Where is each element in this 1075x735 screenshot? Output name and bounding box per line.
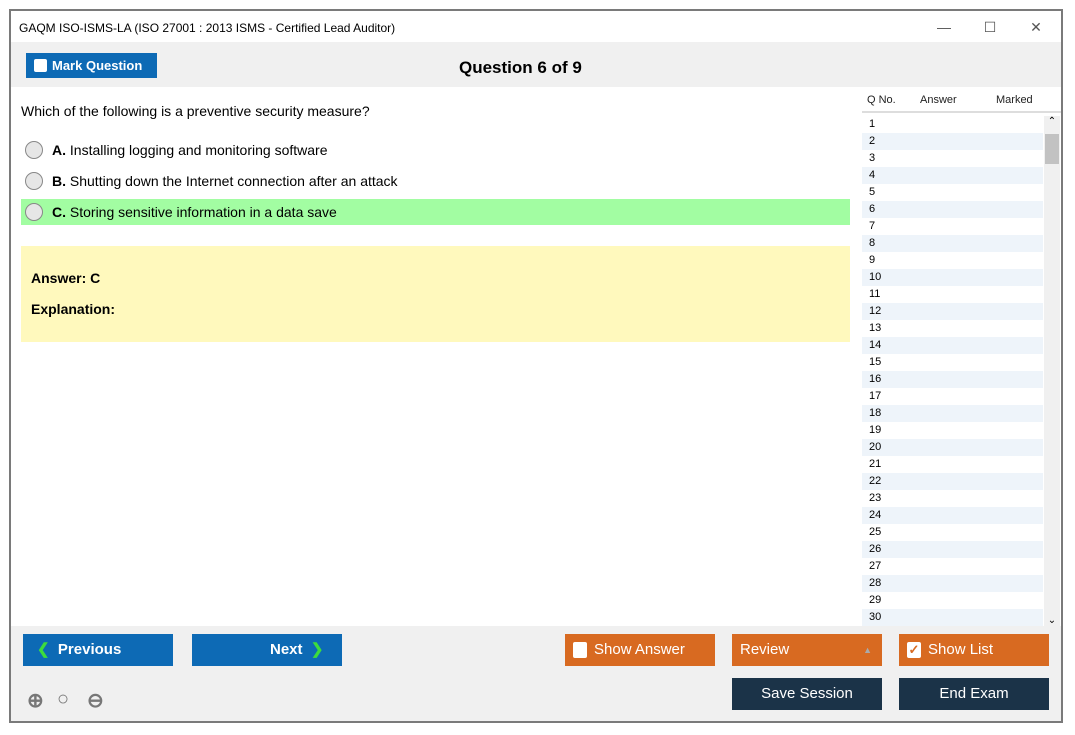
option-a[interactable]: A. Installing logging and monitoring sof…	[21, 137, 850, 163]
list-header: Q No. Answer Marked	[862, 87, 1061, 113]
scrollbar[interactable]: ⌃ ⌄	[1044, 116, 1060, 626]
caret-up-icon: ▲	[863, 645, 872, 655]
option-letter: B.	[52, 173, 66, 189]
list-row[interactable]: 13	[869, 322, 882, 334]
zoom-out-icon[interactable]: ⊖	[87, 690, 104, 712]
list-row[interactable]: 17	[869, 390, 882, 402]
list-row[interactable]: 20	[862, 439, 1043, 456]
list-row[interactable]: 15	[869, 356, 882, 368]
list-row[interactable]: 8	[862, 235, 1043, 252]
list-row[interactable]: 23	[869, 492, 882, 504]
list-row[interactable]: 9	[869, 254, 876, 266]
option-text: Storing sensitive information in a data …	[69, 204, 337, 220]
zoom-reset-icon[interactable]: ○	[57, 688, 70, 710]
show-list-button[interactable]: ✓ Show List	[899, 634, 1049, 666]
maximize-button[interactable]: ☐	[983, 19, 997, 35]
window-title: GAQM ISO-ISMS-LA (ISO 27001 : 2013 ISMS …	[19, 21, 396, 35]
list-row[interactable]: 5	[869, 186, 876, 198]
list-row[interactable]: 28	[862, 575, 1043, 592]
question-text: Which of the following is a preventive s…	[21, 103, 370, 119]
list-row[interactable]: 18	[862, 405, 1043, 422]
answer-box: Answer: C Explanation:	[21, 246, 850, 342]
list-rows: 1 2 3 4 5 6 7 8 9 10 11 12 13 14 15 16 17 18 19 20 21 22 23 24 2…	[862, 116, 1043, 626]
answer-label: Answer: C	[31, 270, 101, 286]
minimize-button[interactable]: —	[937, 19, 951, 35]
show-answer-button[interactable]: Show Answer	[565, 634, 715, 666]
list-row[interactable]: 6	[862, 201, 1043, 218]
end-exam-button[interactable]: End Exam	[899, 678, 1049, 710]
list-row[interactable]: 12	[862, 303, 1043, 320]
app-window: GAQM ISO-ISMS-LA (ISO 27001 : 2013 ISMS …	[9, 9, 1063, 723]
list-row[interactable]: 21	[869, 458, 882, 470]
save-session-button[interactable]: Save Session	[732, 678, 882, 710]
question-list: Q No. Answer Marked 1 2 3 4 5 6 7 8 9 10 11 12 13 14 1…	[862, 87, 1061, 626]
list-row[interactable]: 11	[869, 288, 881, 300]
review-label: Review	[740, 641, 790, 658]
title-bar: GAQM ISO-ISMS-LA (ISO 27001 : 2013 ISMS …	[11, 11, 1061, 42]
checkbox-icon	[573, 642, 587, 658]
toolbar: Mark Question Question 6 of 9	[11, 42, 1061, 87]
review-dropdown[interactable]: Review ▲	[732, 634, 882, 666]
option-text: Shutting down the Internet connection af…	[69, 173, 398, 189]
list-row[interactable]: 29	[869, 594, 882, 606]
list-row[interactable]: 30	[862, 609, 1043, 626]
scroll-up-icon[interactable]: ⌃	[1047, 116, 1057, 127]
radio-icon[interactable]	[25, 203, 43, 221]
radio-icon[interactable]	[25, 172, 43, 190]
question-area: Which of the following is a preventive s…	[11, 87, 862, 626]
header-marked[interactable]: Marked	[996, 94, 1033, 106]
list-row[interactable]: 3	[869, 152, 876, 164]
question-counter: Question 6 of 9	[459, 58, 582, 77]
scroll-down-icon[interactable]: ⌄	[1047, 615, 1057, 626]
list-row[interactable]: 26	[862, 541, 1043, 558]
checkbox-checked-icon: ✓	[907, 642, 921, 658]
explanation-label: Explanation:	[31, 301, 116, 317]
list-row[interactable]: 27	[869, 560, 882, 572]
list-row[interactable]: 1	[869, 118, 876, 130]
radio-icon[interactable]	[25, 141, 43, 159]
zoom-in-icon[interactable]: ⊕	[27, 690, 44, 712]
list-row[interactable]: 7	[869, 220, 876, 232]
list-row[interactable]: 14	[862, 337, 1043, 354]
option-text: Installing logging and monitoring softwa…	[69, 142, 328, 158]
list-row[interactable]: 19	[869, 424, 882, 436]
previous-button[interactable]: ❮ Previous	[23, 634, 173, 666]
next-button[interactable]: Next ❯	[192, 634, 342, 666]
list-row[interactable]: 16	[862, 371, 1043, 388]
option-letter: A.	[52, 142, 66, 158]
mark-question-button[interactable]: Mark Question	[26, 53, 157, 78]
list-row[interactable]: 24	[862, 507, 1043, 524]
header-answer[interactable]: Answer	[920, 94, 957, 106]
scrollbar-thumb[interactable]	[1045, 134, 1059, 164]
list-row[interactable]: 4	[862, 167, 1043, 184]
list-row[interactable]: 25	[869, 526, 882, 538]
previous-label: Previous	[57, 641, 122, 658]
chevron-right-icon: ❯	[310, 641, 324, 658]
checkbox-icon	[34, 59, 47, 72]
option-letter: C.	[52, 204, 66, 220]
chevron-left-icon: ❮	[37, 641, 50, 658]
show-answer-label: Show Answer	[594, 641, 685, 658]
option-c[interactable]: C. Storing sensitive information in a da…	[21, 199, 850, 225]
list-row[interactable]: 2	[862, 133, 1043, 150]
show-list-label: Show List	[928, 641, 994, 658]
option-b[interactable]: B. Shutting down the Internet connection…	[21, 168, 850, 194]
next-label: Next	[270, 641, 303, 658]
close-button[interactable]: ✕	[1030, 19, 1042, 35]
list-row[interactable]: 22	[862, 473, 1043, 490]
header-qno[interactable]: Q No.	[867, 94, 896, 106]
mark-question-label: Mark Question	[52, 58, 143, 73]
list-row[interactable]: 10	[862, 269, 1043, 286]
